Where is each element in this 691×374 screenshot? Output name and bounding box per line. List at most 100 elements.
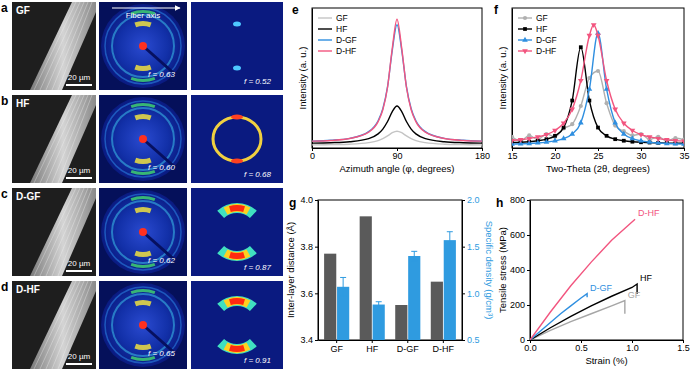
marker: [630, 129, 636, 134]
orientation-factor: f = 0.87: [244, 263, 271, 272]
tick-mark: [462, 200, 465, 201]
tick: 4.0: [300, 195, 318, 205]
series-line: [530, 284, 637, 340]
tick-label: 600: [510, 230, 525, 240]
panel-label: b: [1, 94, 8, 108]
azimuthal-arc: [224, 343, 251, 353]
tick-label: 1.0: [467, 289, 480, 299]
panel-label: f: [494, 3, 499, 17]
sem-fiber: [30, 95, 96, 183]
orientation-factor: f = 0.63: [148, 70, 175, 79]
marker: [553, 134, 557, 138]
tick-mark: [315, 293, 318, 294]
axis: 0.51.01.52.0: [462, 195, 480, 345]
panel-label: h: [496, 196, 503, 210]
marker: [561, 122, 567, 127]
tick-mark: [527, 235, 530, 236]
error-bar-cap: [447, 248, 453, 249]
waxd-disc: [101, 283, 185, 367]
image-panel: cD-GF20 µmf = 0.62f = 0.87: [1, 187, 283, 276]
azimuthal-spot: [233, 22, 241, 27]
sample-label: D-GF: [16, 191, 40, 202]
marker: [527, 133, 531, 137]
marker: [621, 131, 627, 136]
series-label: HF: [640, 273, 652, 283]
panel-label: e: [292, 3, 299, 17]
orientation-factor: f = 0.52: [244, 77, 271, 86]
azimuthal-pattern: [191, 281, 283, 369]
marker: [647, 135, 653, 140]
tick: 0: [520, 335, 530, 345]
tick: 20: [550, 148, 560, 161]
tick: 600: [510, 230, 530, 240]
sem-image: [12, 2, 96, 90]
tick: HF: [366, 340, 378, 354]
error-bar-stem: [414, 251, 415, 260]
tick-label: 90: [392, 151, 402, 161]
legend-item: D-GF: [318, 35, 357, 45]
marker: [591, 23, 597, 28]
series-line: [530, 219, 635, 340]
legend-swatch: [318, 39, 332, 40]
axis: 0.00.51.01.5: [524, 340, 690, 353]
tick-label: 200: [510, 300, 525, 310]
tick: 1.5: [677, 340, 690, 353]
waxd-ring: [112, 294, 174, 356]
tick: 0.5: [462, 335, 480, 345]
tick-label: 180: [475, 151, 490, 161]
image-panel: dD-HF20 µmf = 0.65f = 0.91: [1, 280, 283, 369]
tick-label: 1.5: [467, 242, 480, 252]
fiber-streak: [58, 281, 92, 369]
panel-label: g: [289, 196, 296, 210]
marker: [552, 138, 558, 143]
marker: [681, 139, 684, 144]
beam-centre: [139, 321, 147, 329]
waxd-arc: [134, 114, 151, 120]
waxd-disc: [101, 190, 185, 274]
series-label: D-GF: [590, 283, 612, 293]
marker: [655, 137, 661, 142]
beam-centre: [139, 135, 147, 143]
azimuthal-arc: [229, 298, 245, 305]
panel-label: d: [1, 280, 8, 294]
marker: [570, 122, 574, 126]
series-line: [512, 71, 684, 141]
tick-mark: [315, 340, 318, 341]
legend-marker: [522, 49, 528, 54]
marker: [587, 34, 593, 39]
marker: [631, 140, 635, 144]
axis: 0200400600800: [510, 195, 531, 345]
waxd-pattern: [99, 95, 187, 183]
marker: [526, 137, 532, 142]
marker: [512, 139, 515, 144]
marker: [630, 135, 636, 140]
azimuthal-pattern: [191, 188, 283, 276]
marker: [638, 133, 644, 138]
legend: GFHFD-GFD-HF: [518, 13, 557, 56]
legend-label: GF: [536, 13, 548, 23]
azimuthal-arc: [217, 296, 257, 311]
fiber: [30, 281, 96, 369]
waxd-ring: [105, 101, 181, 177]
axis-line: [462, 201, 463, 341]
waxd-ring: [105, 287, 181, 363]
azimuthal-arc: [229, 252, 245, 259]
marker: [535, 135, 541, 140]
waxd-ring: [112, 201, 174, 263]
legend-item: GF: [518, 13, 548, 23]
tick-label: 3.4: [300, 335, 313, 345]
marker: [612, 120, 618, 125]
waxd-arc: [131, 103, 156, 108]
tick: 30: [636, 148, 646, 161]
legend-label: GF: [336, 13, 348, 23]
legend-item: HF: [318, 24, 347, 34]
scale-bar: [66, 270, 92, 272]
azimuthal-ring: [213, 117, 261, 161]
tick: 3.4: [300, 335, 318, 345]
panel-label: a: [1, 1, 8, 15]
plot-frame: [312, 8, 482, 148]
azimuthal-pattern: [191, 2, 283, 90]
azimuthal-arc: [224, 204, 251, 214]
series-line: [512, 25, 684, 141]
waxd-arc: [131, 196, 156, 201]
